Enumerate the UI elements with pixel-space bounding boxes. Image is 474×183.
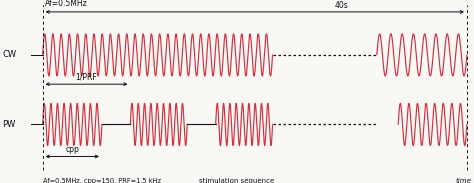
Text: 40s: 40s [334, 1, 348, 10]
Text: Af=0.5MHz, cpp=150, PRF=1.5 kHz: Af=0.5MHz, cpp=150, PRF=1.5 kHz [43, 178, 161, 183]
Text: CW: CW [2, 50, 17, 59]
Text: Af=0.5MHz: Af=0.5MHz [45, 0, 88, 8]
Text: cpp: cpp [65, 145, 79, 154]
Text: time: time [456, 178, 472, 183]
Text: stimulation sequence: stimulation sequence [200, 178, 274, 183]
Text: 1/PRF: 1/PRF [76, 72, 97, 81]
Text: PW: PW [2, 120, 16, 129]
